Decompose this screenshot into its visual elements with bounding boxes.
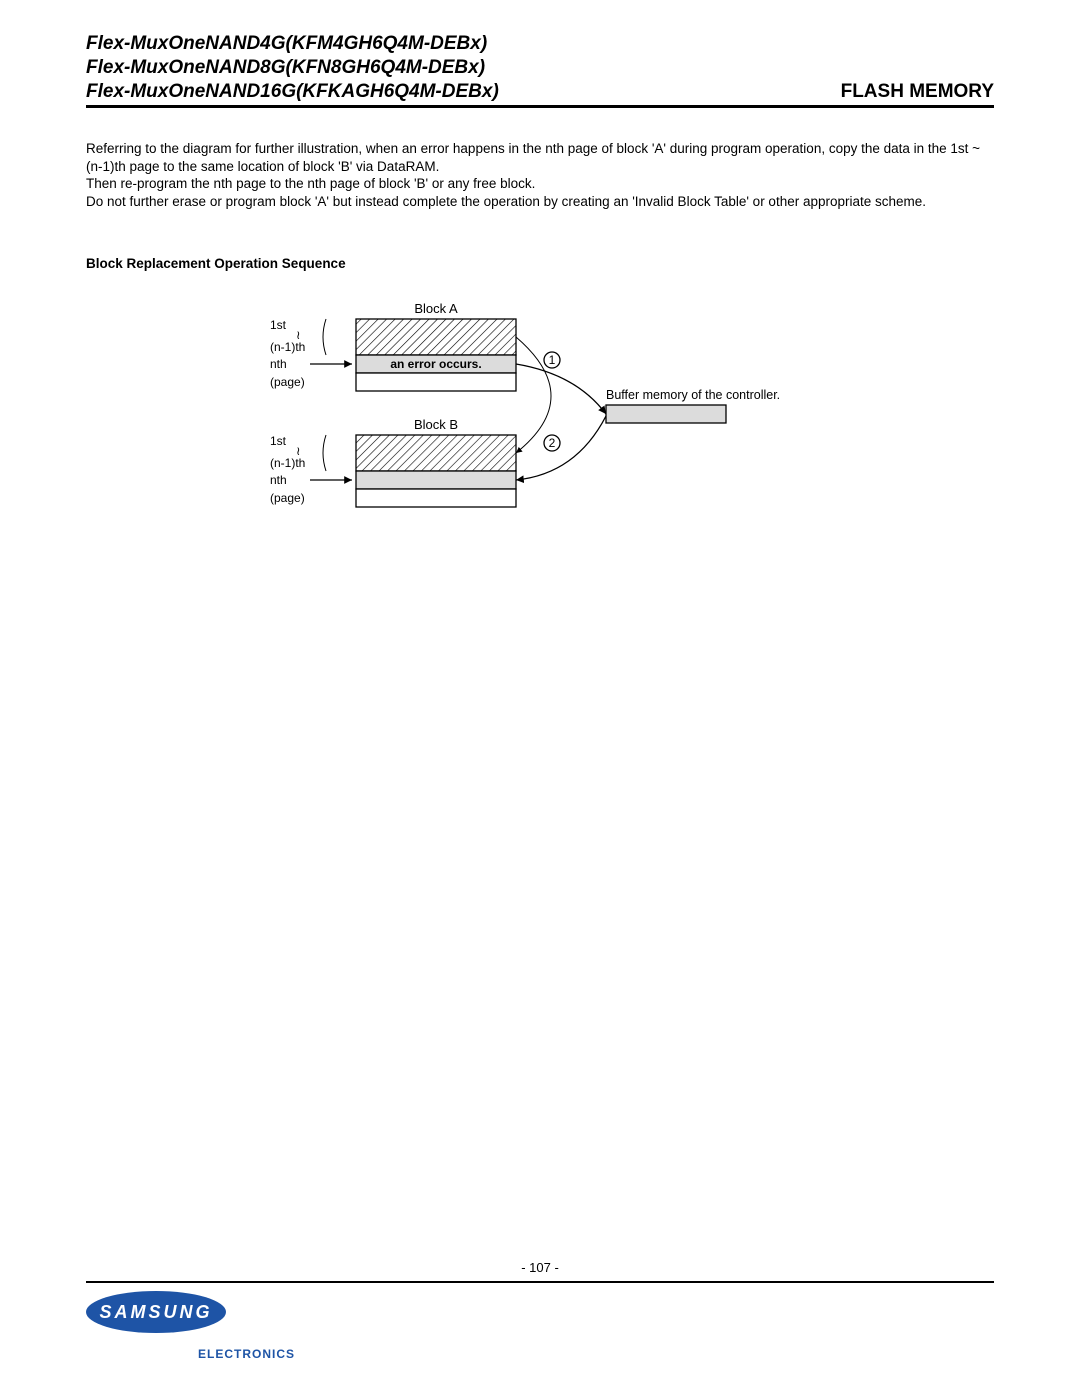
svg-text:Buffer memory of the controlle: Buffer memory of the controller.: [606, 388, 780, 402]
svg-text:(n-1)th: (n-1)th: [270, 456, 305, 470]
page-header: Flex-MuxOneNAND4G(KFM4GH6Q4M-DEBx) Flex-…: [86, 32, 994, 108]
svg-text:nth: nth: [270, 357, 287, 371]
diagram: Block Aan error occurs.1st≀(n-1)thnth(pa…: [266, 295, 994, 560]
svg-text:1st: 1st: [270, 434, 287, 448]
svg-text:1: 1: [549, 353, 556, 367]
samsung-logo-oval: SAMSUNG: [86, 1291, 226, 1333]
title-4g: Flex-MuxOneNAND4G(KFM4GH6Q4M-DEBx): [86, 32, 499, 56]
paragraph-1: Referring to the diagram for further ill…: [86, 140, 994, 175]
svg-text:(page): (page): [270, 375, 305, 389]
header-right: FLASH MEMORY: [841, 81, 994, 103]
page-number: - 107 -: [86, 1260, 994, 1275]
svg-text:(page): (page): [270, 491, 305, 505]
title-16g: Flex-MuxOneNAND16G(KFKAGH6Q4M-DEBx): [86, 80, 499, 104]
paragraph-3: Do not further erase or program block 'A…: [86, 193, 994, 211]
body-text: Referring to the diagram for further ill…: [86, 140, 994, 210]
svg-text:an error occurs.: an error occurs.: [390, 357, 481, 371]
svg-text:nth: nth: [270, 473, 287, 487]
svg-text:2: 2: [549, 436, 556, 450]
page-footer: - 107 - SAMSUNG ELECTRONICS: [86, 1275, 994, 1333]
footer-rule: [86, 1281, 994, 1283]
section-title: Block Replacement Operation Sequence: [86, 256, 994, 271]
samsung-logo: SAMSUNG ELECTRONICS: [86, 1291, 994, 1333]
block-diagram-svg: Block Aan error occurs.1st≀(n-1)thnth(pa…: [266, 295, 886, 555]
svg-text:Block A: Block A: [414, 301, 458, 316]
samsung-logo-sub: ELECTRONICS: [198, 1347, 295, 1361]
svg-text:Block B: Block B: [414, 417, 458, 432]
title-8g: Flex-MuxOneNAND8G(KFN8GH6Q4M-DEBx): [86, 56, 499, 80]
product-titles: Flex-MuxOneNAND4G(KFM4GH6Q4M-DEBx) Flex-…: [86, 32, 499, 103]
svg-text:(n-1)th: (n-1)th: [270, 340, 305, 354]
paragraph-2: Then re-program the nth page to the nth …: [86, 175, 994, 193]
svg-text:1st: 1st: [270, 318, 287, 332]
